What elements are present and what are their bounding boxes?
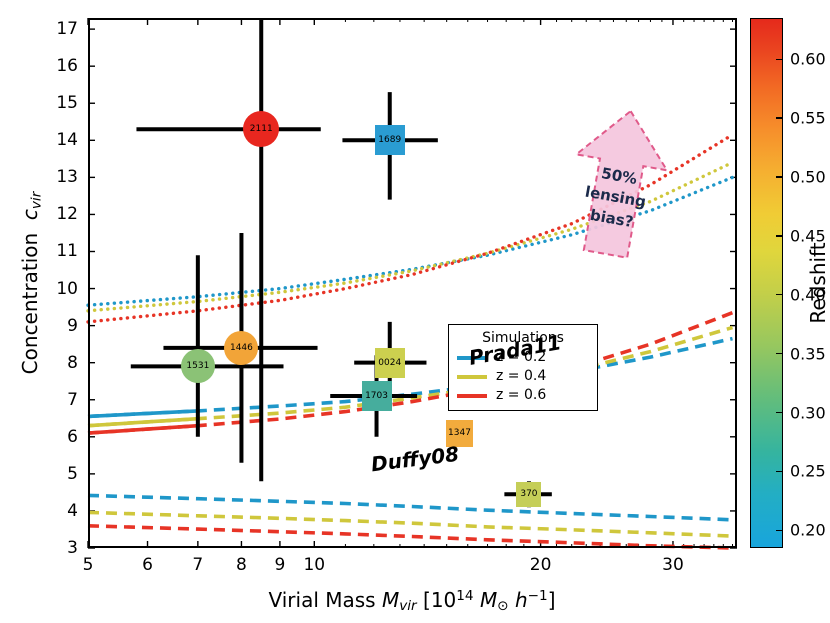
- legend-entry-z0.2: z = 0.2: [457, 350, 589, 365]
- curve-solid-segment: [87, 416, 199, 428]
- colorbar-tick: [776, 470, 782, 473]
- y-tick-label: 17: [56, 19, 78, 40]
- legend-entry-label: z = 0.6: [496, 387, 547, 403]
- cluster-marker-label: 370: [520, 489, 538, 500]
- curve-solid-segment: [87, 423, 199, 435]
- legend-line-swatch: [457, 393, 487, 398]
- x-tick-label: 9: [274, 555, 286, 575]
- y-axis-label: Concentration cvir: [18, 191, 45, 375]
- colorbar: [750, 18, 783, 548]
- curve-prada11-z-0-6: [87, 311, 734, 435]
- cluster-marker-1531: 1531: [180, 349, 215, 384]
- cluster-marker-2111: 2111: [243, 111, 280, 148]
- x-tick-label: 20: [529, 555, 552, 575]
- x-tick-label: 6: [142, 555, 153, 575]
- x-tick-label: 10: [303, 555, 326, 575]
- colorbar-tick-label: 0.55: [790, 108, 826, 128]
- y-tick-label: 10: [56, 278, 78, 299]
- legend-entry-z0.4: z = 0.4: [457, 369, 589, 384]
- y-tick-label: 7: [67, 389, 78, 410]
- x-tick-label: 30: [662, 555, 684, 575]
- colorbar-tick: [776, 352, 782, 355]
- colorbar-tick: [776, 58, 782, 60]
- x-tick-label: 7: [192, 555, 204, 575]
- legend-entry-label: z = 0.2: [496, 349, 547, 365]
- colorbar-tick-label: 0.25: [790, 461, 826, 481]
- colorbar-tick-label: 0.35: [790, 344, 826, 364]
- y-tick-label: 14: [56, 130, 78, 151]
- colorbar-tick-label: 0.60: [790, 49, 826, 69]
- colorbar-tick-label: 0.40: [790, 285, 826, 305]
- cluster-marker-1347: 1347: [445, 419, 473, 447]
- legend-entry-label: z = 0.4: [496, 368, 547, 384]
- cluster-marker-label: 1347: [448, 428, 471, 439]
- legend-line-swatch: [457, 374, 487, 379]
- cluster-marker-label: 0024: [378, 357, 402, 368]
- cluster-marker-label: 1703: [365, 391, 388, 402]
- colorbar-label: Redshift: [806, 242, 830, 324]
- y-tick-label: 4: [67, 500, 78, 521]
- curve-prada11-50-bias-z-0-2: [86, 175, 735, 307]
- cluster-marker-0024: 0024: [374, 347, 405, 378]
- cluster-marker-label: 2111: [249, 124, 273, 135]
- x-tick-label: 5: [82, 555, 94, 575]
- colorbar-tick: [776, 176, 782, 178]
- cluster-marker-1703: 1703: [361, 381, 392, 412]
- colorbar-tick-label: 0.20: [790, 520, 826, 540]
- colorbar-tick-label: 0.50: [790, 167, 826, 187]
- colorbar-tick: [776, 294, 782, 296]
- curve-duffy08-z-0-6: [87, 524, 733, 550]
- colorbar-tick: [776, 235, 782, 237]
- curve-solid-segment: [87, 409, 198, 419]
- legend-title: Simulations: [482, 330, 564, 346]
- colorbar-tick-label: 0.45: [790, 226, 826, 246]
- y-tick-label: 12: [56, 204, 78, 225]
- cluster-marker-label: 1446: [229, 342, 253, 353]
- legend-entries: z = 0.2 z = 0.4 z = 0.6: [457, 350, 589, 403]
- lensing-bias-arrow: 50% lensing bias?: [556, 100, 681, 265]
- colorbar-tick: [776, 117, 782, 119]
- y-tick-label: 13: [56, 167, 78, 188]
- x-tick-label: 8: [236, 555, 247, 575]
- up-arrow-icon: [573, 109, 669, 259]
- y-tick-label: 11: [56, 241, 78, 262]
- legend-line-swatch: [457, 355, 487, 360]
- x-axis-label: Virial Mass Mvir [1014 M⊙ h−1]: [268, 587, 556, 615]
- colorbar-tick: [776, 411, 782, 414]
- y-tick-label: 3: [67, 538, 78, 558]
- y-tick-label: 8: [67, 352, 78, 373]
- y-tick-label: 16: [56, 56, 78, 77]
- y-tick-label: 5: [67, 463, 78, 484]
- y-tick-label: 9: [67, 315, 78, 336]
- curve-duffy08-z-0-4: [87, 510, 733, 538]
- cluster-marker-label: 1531: [186, 361, 210, 372]
- curve-duffy08-z-0-2: [87, 493, 733, 522]
- cluster-marker-1689: 1689: [374, 125, 405, 156]
- cluster-marker-1446: 1446: [224, 330, 259, 365]
- legend-entry-z0.6: z = 0.6: [457, 388, 589, 403]
- y-tick-label: 15: [56, 93, 78, 114]
- colorbar-tick-label: 0.30: [790, 403, 826, 423]
- cluster-marker-label: 1689: [378, 135, 402, 146]
- colorbar-tick: [776, 529, 782, 532]
- legend: Simulations z = 0.2 z = 0.4 z = 0.6: [448, 324, 598, 411]
- y-tick-label: 6: [67, 426, 78, 447]
- cluster-marker-370: 370: [516, 481, 542, 507]
